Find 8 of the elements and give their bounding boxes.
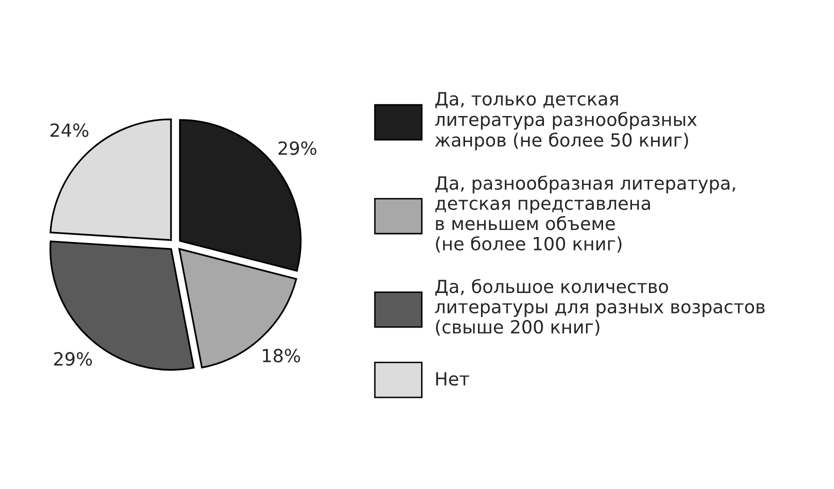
legend-label: Да, разнообразная литература, детская представлена в меньшем объеме (не более 100 книг) bbox=[435, 176, 735, 253]
legend-label: Да, только детская литература разнообразных жанров (не более 50 книг) bbox=[435, 92, 697, 150]
legend-label: Да, большое количество литературы для разных возрастов (свыше 200 книг) bbox=[435, 278, 765, 336]
data-label: 29% bbox=[278, 141, 316, 155]
data-label: 24% bbox=[50, 123, 88, 138]
legend-label: Нет bbox=[436, 372, 470, 386]
data-label: 29% bbox=[54, 352, 92, 366]
data-label: 18% bbox=[262, 348, 300, 362]
